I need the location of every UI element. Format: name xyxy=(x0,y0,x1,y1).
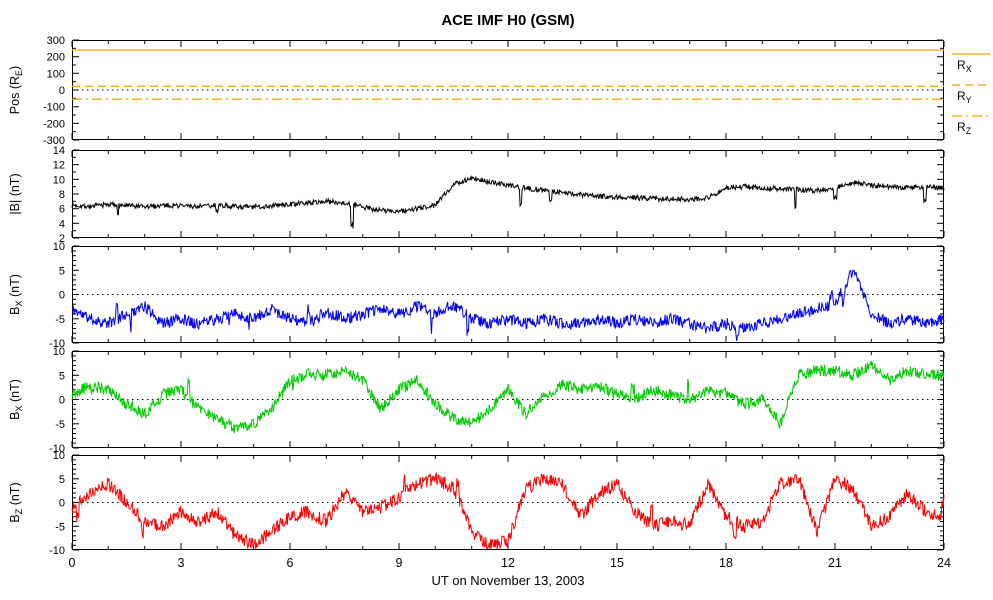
y-tick-label: -10 xyxy=(49,443,65,455)
ticks xyxy=(71,454,945,551)
panel-by-svg: 10 5 0 -5 -10 BX (nT) xyxy=(8,346,945,455)
x-tick-label: 0 xyxy=(69,556,76,570)
y-tick-label: 100 xyxy=(47,68,65,80)
x-tick-label: 15 xyxy=(610,556,624,570)
y-tick-label: -5 xyxy=(55,314,65,326)
panel-bmag-svg: 14 12 10 8 6 4 2 |B| (nT) xyxy=(8,145,945,245)
y-tick-label: 5 xyxy=(59,265,65,277)
y-tick-label: 5 xyxy=(59,370,65,382)
y-tick-label: -100 xyxy=(43,102,65,114)
y-axis-title: BX (nT) xyxy=(8,379,24,420)
y-tick-label: 0 xyxy=(59,395,65,407)
y-tick-label: -300 xyxy=(43,135,65,147)
series-bx xyxy=(71,269,945,342)
ticks xyxy=(71,39,945,141)
y-tick-label: 200 xyxy=(47,52,65,64)
x-tick-label: 3 xyxy=(178,556,185,570)
ticks xyxy=(71,350,945,449)
y-tick-label: 0 xyxy=(59,498,65,510)
ticks xyxy=(71,149,945,239)
y-tick-label: 0 xyxy=(59,290,65,302)
x-tick-label: 9 xyxy=(396,556,403,570)
y-axis-title: BZ (nT) xyxy=(8,482,24,522)
panel-bx-svg: 10 5 0 -5 -10 BX (nT) xyxy=(8,241,945,350)
series-bmag xyxy=(71,175,945,229)
legend-label-Y: RY xyxy=(957,89,972,105)
y-tick-label: -5 xyxy=(55,521,65,533)
x-tick-label: 12 xyxy=(501,556,515,570)
y-tick-label: 14 xyxy=(53,145,65,157)
y-tick-label: 6 xyxy=(59,204,65,216)
y-tick-label: -10 xyxy=(49,545,65,557)
x-axis-label: UT on November 13, 2003 xyxy=(431,573,585,588)
y-axis-title: |B| (nT) xyxy=(8,173,22,214)
y-axis-title: BX (nT) xyxy=(8,274,24,315)
legend-label-X: RX xyxy=(957,58,972,74)
y-tick-label: 8 xyxy=(59,189,65,201)
panel-bz-svg: 10 5 0 -5 -10 BZ (nT) 0 3 6 9 12 15 18 21 24 xyxy=(8,450,951,570)
x-tick-label: 18 xyxy=(719,556,733,570)
y-tick-label: 0 xyxy=(59,85,65,97)
y-tick-label: 300 xyxy=(47,35,65,47)
x-tick-label: 6 xyxy=(287,556,294,570)
x-tick-label: 21 xyxy=(828,556,842,570)
panel-position-svg: 300 200 100 0 -100 -200 -300 Pos (RE) RX RY RZ xyxy=(8,35,990,147)
chart-title: ACE IMF H0 (GSM) xyxy=(441,12,575,29)
y-tick-label: 4 xyxy=(59,218,65,230)
y-tick-label: -5 xyxy=(55,419,65,431)
y-tick-label: 10 xyxy=(53,241,65,253)
plot-frame xyxy=(72,150,944,238)
y-tick-label: -10 xyxy=(49,338,65,350)
legend-label-Z: RZ xyxy=(957,120,972,136)
y-tick-label: 10 xyxy=(53,450,65,462)
series-by xyxy=(71,361,945,434)
y-tick-label: 10 xyxy=(53,174,65,186)
series-bz xyxy=(71,471,945,550)
y-tick-label: -200 xyxy=(43,118,65,130)
y-tick-label: 5 xyxy=(59,474,65,486)
x-tick-label: 24 xyxy=(937,556,951,570)
y-tick-label: 12 xyxy=(53,160,65,172)
y-tick-label: 2 xyxy=(59,233,65,245)
y-axis-title: Pos (RE) xyxy=(8,66,24,114)
y-tick-label: 10 xyxy=(53,346,65,358)
